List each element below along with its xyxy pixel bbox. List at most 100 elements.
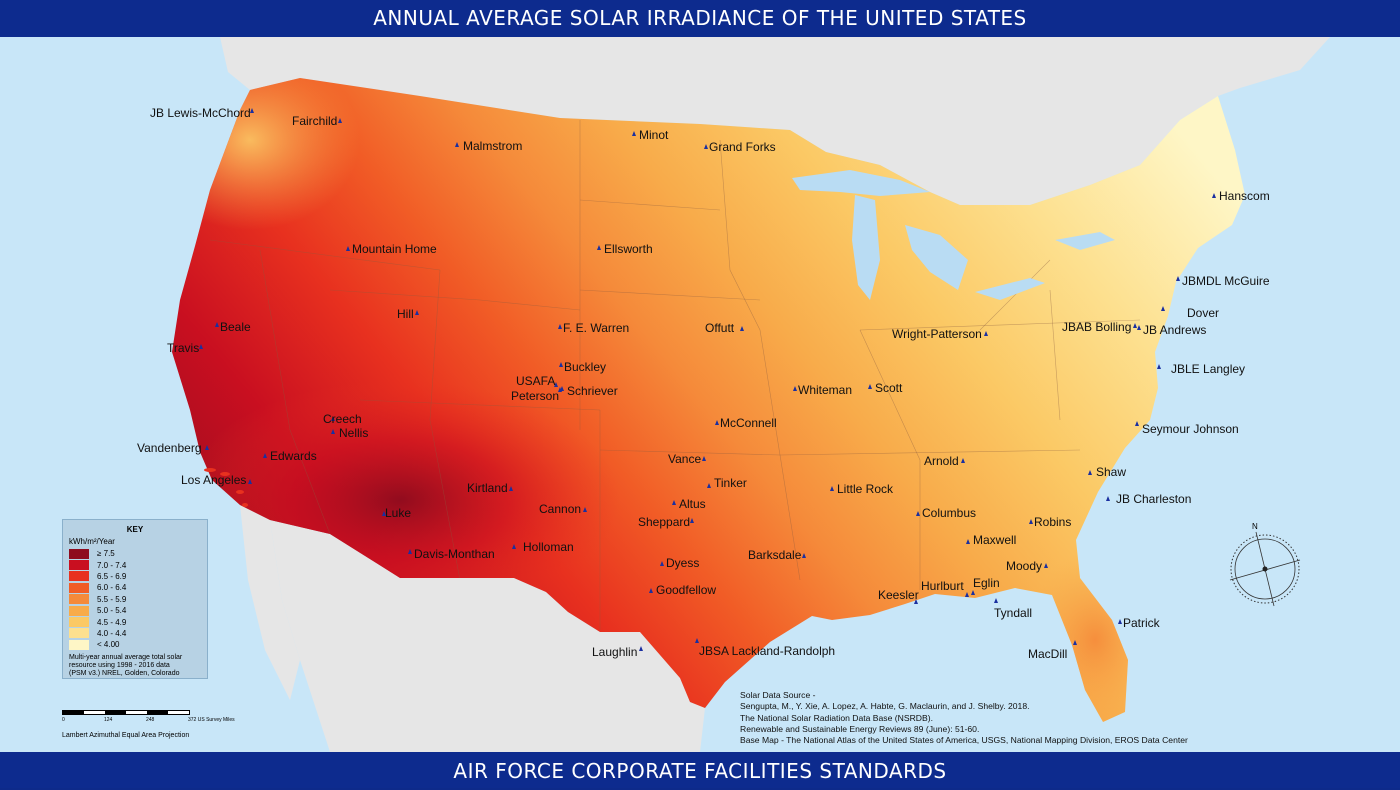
base-marker xyxy=(408,549,412,554)
legend-label: 6.0 - 6.4 xyxy=(97,583,127,593)
scale-tick-124: 124 xyxy=(104,717,113,723)
legend-item: ≥ 7.5 xyxy=(69,548,207,559)
base-label: Tinker xyxy=(714,476,747,490)
base-marker xyxy=(1133,323,1137,328)
base-label: Laughlin xyxy=(592,645,637,659)
base-marker xyxy=(1029,519,1033,524)
legend-item: 4.0 - 4.4 xyxy=(69,628,207,639)
base-label: Creech xyxy=(323,412,362,426)
base-label: Hurlburt xyxy=(921,579,964,593)
base-label: Travis xyxy=(167,341,199,355)
base-label: Little Rock xyxy=(837,482,894,496)
base-marker xyxy=(994,598,998,603)
mexico-land xyxy=(270,520,705,752)
base-marker xyxy=(558,324,562,329)
base-marker xyxy=(248,479,252,484)
legend-item: 4.5 - 4.9 xyxy=(69,616,207,628)
base-label: Altus xyxy=(679,497,706,511)
map-title: ANNUAL AVERAGE SOLAR IRRADIANCE OF THE U… xyxy=(0,0,1400,37)
base-label: Seymour Johnson xyxy=(1142,422,1239,436)
base-marker xyxy=(512,544,516,549)
state-boundaries xyxy=(209,120,1141,630)
base-label: Fairchild xyxy=(292,114,337,128)
legend-units: kWh/m²/Year xyxy=(69,537,115,546)
base-marker xyxy=(455,142,459,147)
base-label: Vance xyxy=(668,452,701,466)
legend-item: 6.0 - 6.4 xyxy=(69,582,207,593)
legend-swatch xyxy=(69,548,89,559)
source-citation: Solar Data Source - Sengupta, M., Y. Xie… xyxy=(740,690,1260,746)
source-line-2: Sengupta, M., Y. Xie, A. Lopez, A. Habte… xyxy=(740,701,1030,712)
base-label: JB Lewis-McChord xyxy=(150,106,251,120)
base-label: Moody xyxy=(1006,559,1042,573)
base-label: Kirtland xyxy=(467,481,508,495)
base-marker xyxy=(1212,193,1216,198)
source-line-1: Solar Data Source - xyxy=(740,690,816,700)
base-label: Arnold xyxy=(924,454,959,468)
base-marker xyxy=(1135,421,1139,426)
base-marker xyxy=(1088,470,1092,475)
legend-swatch xyxy=(69,594,89,605)
base-marker xyxy=(1044,563,1048,568)
base-label: Keesler xyxy=(878,588,919,602)
projection-label: Lambert Azimuthal Equal Area Projection xyxy=(62,732,190,739)
scale-tick-0: 0 xyxy=(62,717,65,723)
base-label: JBAB Bolling xyxy=(1062,320,1131,334)
base-marker xyxy=(702,456,706,461)
legend-swatch xyxy=(69,628,89,639)
legend-note-line-1: Multi-year annual average total solar xyxy=(69,653,183,661)
base-marker xyxy=(597,245,601,250)
base-label: Eglin xyxy=(973,576,1000,590)
compass-north-letter: N xyxy=(1252,522,1258,531)
base-marker xyxy=(1161,306,1165,311)
base-marker xyxy=(966,539,970,544)
scale-bar: 0 124 248 372 US Survey Miles xyxy=(62,710,302,724)
base-label: McConnell xyxy=(720,416,777,430)
legend-swatch xyxy=(69,571,89,582)
legend-label: < 4.00 xyxy=(97,640,120,650)
base-marker xyxy=(205,445,209,450)
base-marker xyxy=(554,382,558,387)
base-labels: JB Lewis-McChord Fairchild Malmstrom Minot G… xyxy=(137,106,1270,661)
base-marker xyxy=(1137,325,1141,330)
base-marker xyxy=(331,416,335,421)
base-label: Beale xyxy=(220,320,251,334)
base-marker xyxy=(199,344,203,349)
base-marker xyxy=(961,458,965,463)
base-marker xyxy=(793,386,797,391)
compass-rose-icon: N xyxy=(1229,522,1301,607)
legend-label: 5.0 - 5.4 xyxy=(97,606,127,616)
base-label: Patrick xyxy=(1123,616,1161,630)
base-marker xyxy=(802,553,806,558)
base-marker xyxy=(263,453,267,458)
base-label: Los Angeles xyxy=(181,473,246,487)
base-marker xyxy=(740,326,744,331)
legend-item: 6.5 - 6.9 xyxy=(69,571,207,582)
legend-label: 6.5 - 6.9 xyxy=(97,571,127,581)
scale-bar-graphic xyxy=(62,710,190,715)
base-label: F. E. Warren xyxy=(563,321,629,335)
base-marker xyxy=(1118,619,1122,624)
base-marker xyxy=(382,511,386,516)
legend-label: 5.5 - 5.9 xyxy=(97,594,127,604)
great-lakes xyxy=(792,170,1115,300)
legend-swatch xyxy=(69,639,89,650)
base-label: Schriever xyxy=(567,384,618,398)
base-marker xyxy=(660,561,664,566)
base-marker xyxy=(830,486,834,491)
base-label: Mountain Home xyxy=(352,242,437,256)
base-label: Luke xyxy=(385,506,411,520)
legend-item: 7.0 - 7.4 xyxy=(69,559,207,571)
base-label: JB Andrews xyxy=(1143,323,1206,337)
canada-land xyxy=(220,37,1330,205)
legend-label: 7.0 - 7.4 xyxy=(97,560,127,570)
base-marker xyxy=(509,486,513,491)
base-label: Sheppard xyxy=(638,515,690,529)
baja-peninsula xyxy=(240,505,300,700)
base-marker xyxy=(971,590,975,595)
base-label: Vandenberg xyxy=(137,441,202,455)
base-label: Davis-Monthan xyxy=(414,547,495,561)
legend-swatch xyxy=(69,582,89,593)
base-marker xyxy=(695,638,699,643)
legend-swatch xyxy=(69,605,89,616)
